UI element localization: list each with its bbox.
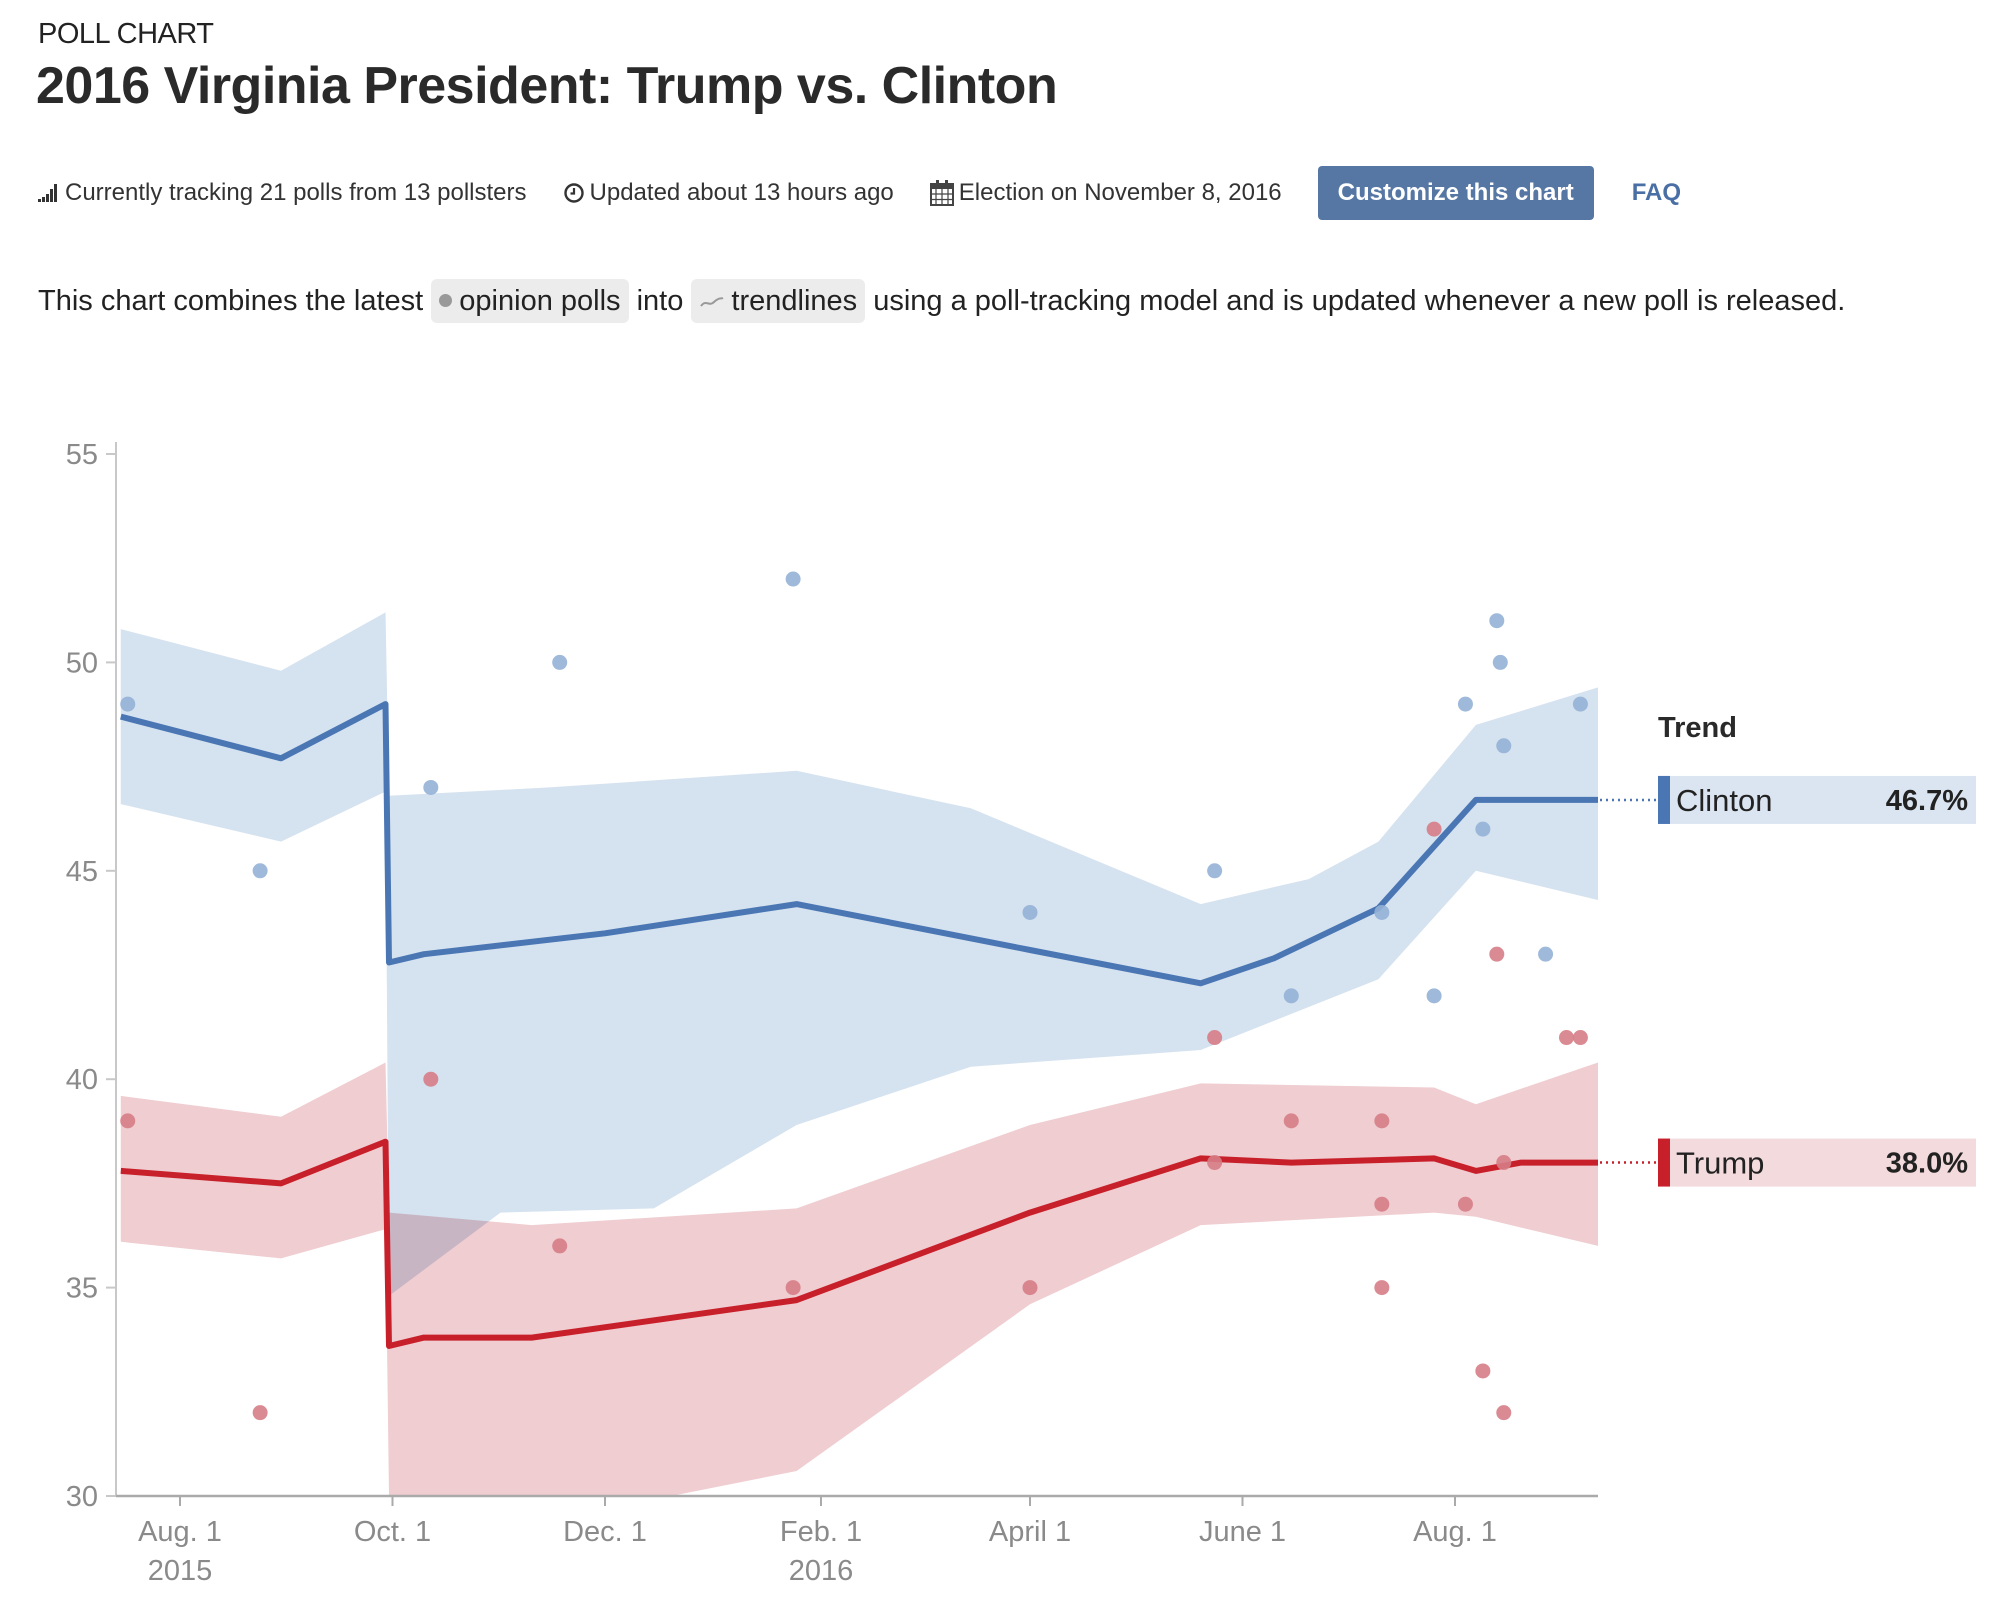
poll-dot-clinton — [1374, 904, 1390, 920]
legend-row-trump — [1658, 1138, 1976, 1187]
chart-description: This chart combines the latest opinion p… — [38, 276, 1918, 327]
poll-dot-clinton — [785, 571, 801, 587]
poll-dot-trump — [252, 1405, 268, 1421]
poll-dot-clinton — [1492, 654, 1508, 670]
poll-dot-clinton — [423, 779, 439, 795]
y-tick-label: 55 — [66, 439, 98, 471]
poll-dot-trump — [1374, 1113, 1390, 1129]
y-tick-label: 30 — [66, 1481, 98, 1513]
tracking-info: Currently tracking 21 polls from 13 poll… — [38, 179, 527, 207]
poll-dot-trump — [1426, 821, 1442, 837]
description-text-after: using a poll-tracking model and is updat… — [873, 285, 1846, 317]
poll-dot-trump — [1572, 1030, 1588, 1046]
poll-dot-trump — [1283, 1113, 1299, 1129]
x-tick-label: June 1 — [1199, 1516, 1286, 1548]
poll-dot-clinton — [120, 696, 136, 712]
poll-dot-clinton — [1283, 988, 1299, 1004]
legend-value-trump: 38.0% — [1886, 1148, 1968, 1180]
poll-dot-clinton — [1538, 946, 1554, 962]
poll-dot-trump — [1496, 1405, 1512, 1421]
trend-legend: Trend Clinton 46.7% Trump 38.0% — [1600, 712, 1976, 1187]
legend-name-clinton: Clinton — [1676, 783, 1773, 818]
confidence-bands — [120, 612, 1598, 1496]
election-info: Election on November 8, 2016 — [929, 179, 1282, 207]
clock-icon — [563, 183, 584, 203]
poll-dots — [120, 571, 1588, 1421]
poll-dot-trump — [1022, 1280, 1038, 1296]
legend-name-trump: Trump — [1676, 1146, 1764, 1181]
y-tick-label: 50 — [66, 647, 98, 679]
x-tick-label: Feb. 1 — [780, 1516, 862, 1548]
election-text: Election on November 8, 2016 — [958, 179, 1282, 206]
poll-dot-clinton — [1207, 863, 1223, 879]
x-tick-label: Oct. 1 — [354, 1516, 431, 1548]
poll-dot-trump — [423, 1071, 439, 1087]
poll-dot-clinton — [1457, 696, 1473, 712]
updated-info: Updated about 13 hours ago — [563, 179, 894, 207]
customize-chart-button[interactable]: Customize this chart — [1317, 166, 1594, 220]
band-clinton — [120, 612, 1598, 1296]
poll-dot-trump — [1457, 1196, 1473, 1212]
legend-row-clinton — [1658, 775, 1976, 824]
description-text-before: This chart combines the latest — [38, 285, 424, 317]
trendlines-pill[interactable]: trendlines — [691, 279, 866, 323]
poll-dot-clinton — [552, 654, 568, 670]
legend-swatch-trump — [1658, 1138, 1670, 1187]
opinion-polls-pill[interactable]: opinion polls — [431, 279, 629, 323]
signal-bars-icon — [38, 184, 57, 202]
x-tick-label: Aug. 1 — [1413, 1516, 1497, 1548]
trendline-icon — [700, 297, 724, 307]
legend-value-clinton: 46.7% — [1886, 785, 1968, 817]
y-tick-label: 35 — [66, 1273, 98, 1305]
legend-swatch-clinton — [1658, 775, 1670, 824]
chart-meta-bar: Currently tracking 21 polls from 13 poll… — [38, 166, 1682, 220]
description-text-middle: into — [636, 285, 684, 317]
poll-dot-trump — [1558, 1030, 1574, 1046]
poll-dot-clinton — [1489, 613, 1505, 629]
poll-dot-clinton — [1022, 904, 1038, 920]
legend-title: Trend — [1658, 712, 1737, 744]
axes: 55 50 45 40 35 30 Aug. 1 2015 Oct. 1 Dec. 1 Feb. 1… — [66, 439, 1598, 1587]
opinion-polls-label: opinion polls — [459, 285, 621, 317]
poll-chart: 55 50 45 40 35 30 Aug. 1 2015 Oct. 1 Dec. 1 Feb. 1… — [66, 439, 1976, 1587]
page-eyebrow: POLL CHART — [38, 18, 214, 50]
poll-dot-trump — [1374, 1280, 1390, 1296]
poll-dot-icon — [439, 293, 453, 307]
tracking-text: Currently tracking 21 polls from 13 poll… — [65, 179, 527, 206]
x-tick-label: Dec. 1 — [563, 1516, 647, 1548]
poll-dot-clinton — [252, 863, 268, 879]
poll-dot-trump — [1374, 1196, 1390, 1212]
poll-dot-trump — [1207, 1030, 1223, 1046]
trendlines-label: trendlines — [731, 285, 858, 317]
poll-dot-clinton — [1572, 696, 1588, 712]
poll-dot-trump — [1489, 946, 1505, 962]
poll-dot-trump — [1496, 1155, 1512, 1171]
faq-link[interactable]: FAQ — [1631, 179, 1682, 206]
poll-dot-clinton — [1475, 821, 1491, 837]
poll-dot-trump — [552, 1238, 568, 1254]
y-tick-label: 40 — [66, 1064, 98, 1096]
poll-dot-trump — [1475, 1363, 1491, 1379]
updated-text: Updated about 13 hours ago — [589, 179, 894, 206]
poll-dot-trump — [120, 1113, 136, 1129]
poll-dot-trump — [1207, 1155, 1223, 1171]
x-tick-label: Aug. 1 — [138, 1516, 222, 1548]
x-tick-year-label: 2015 — [148, 1555, 213, 1587]
poll-dot-clinton — [1496, 738, 1512, 754]
x-tick-label: April 1 — [989, 1516, 1071, 1548]
calendar-icon — [929, 180, 954, 206]
poll-dot-trump — [785, 1280, 801, 1296]
page-title: 2016 Virginia President: Trump vs. Clint… — [36, 57, 1058, 115]
x-tick-year-label: 2016 — [789, 1555, 854, 1587]
trendline-trump — [120, 1138, 1598, 1349]
y-tick-label: 45 — [66, 856, 98, 888]
poll-dot-clinton — [1426, 988, 1442, 1004]
